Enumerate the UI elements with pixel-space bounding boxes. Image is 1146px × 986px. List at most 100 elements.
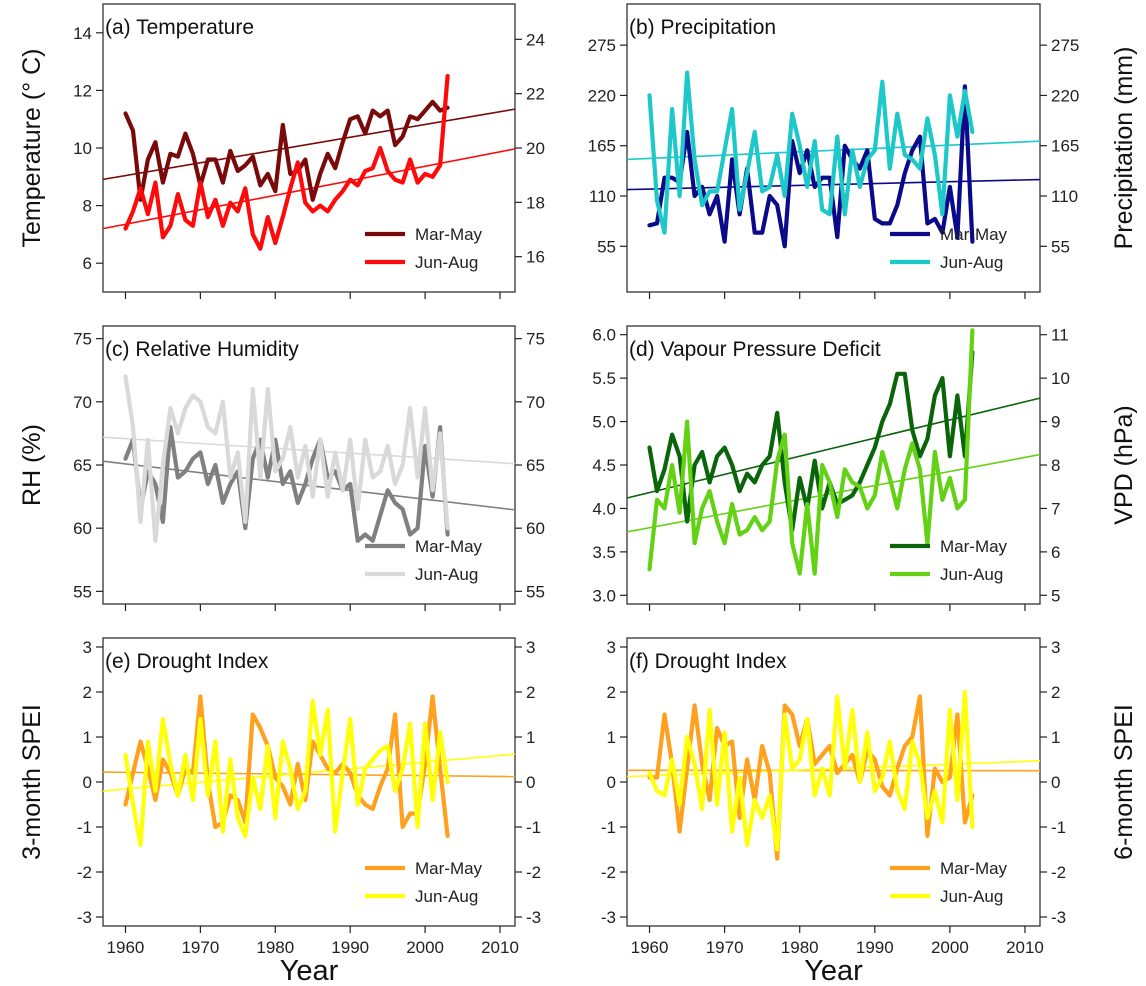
y-right-tick-label: 110 [1051,187,1078,206]
legend-label: Mar-May [415,859,483,878]
y-right-tick-label: -1 [1051,818,1066,837]
y-tick-label: 55 [73,582,92,601]
panel-a: 6 8 10 12 14 16 18 20 22 24 (a) Temperature Mar-May… [18,3,545,299]
y-tick-label: 12 [73,81,92,100]
x-axis-label: Year [804,955,863,986]
panel-title: (b) Precipitation [629,16,776,39]
series-line-jun-aug [123,374,450,543]
panel-c: 55 60 65 70 75 55 60 65 70 75 (c) Relative Humidit… [18,325,545,611]
series-line-jun-aug [123,73,450,251]
y-right-tick-label: 5 [1051,586,1060,605]
y-right-tick-label: -1 [526,818,541,837]
y-right-tick-label: 1 [526,728,535,747]
y-tick-label: 165 [588,137,616,156]
panel-title: (a) Temperature [105,16,254,39]
y-axis-label: RH (%) [18,424,46,506]
y-right-tick-label: 220 [1051,86,1079,105]
y-tick-label: -3 [77,908,92,927]
panel-title: (c) Relative Humidity [105,338,299,361]
x-tick-label: 1980 [781,938,819,957]
y-tick-label: 65 [73,456,92,475]
x-tick-label: 1990 [331,938,369,957]
x-tick-label: 1970 [181,938,219,957]
y-right-tick-label: 18 [526,193,545,212]
y-right-tick-label: 8 [1051,456,1060,475]
y-right-tick-label: 55 [1051,237,1070,256]
y-tick-label: 110 [589,187,616,206]
y-right-tick-label: -2 [526,863,541,882]
series-line-mar-may [123,425,450,543]
y-tick-label: -1 [601,818,616,837]
panel-title: (e) Drought Index [105,650,269,673]
x-tick-label: 1970 [706,938,744,957]
y-tick-label: -2 [601,863,616,882]
y-right-tick-label: 60 [526,519,545,538]
y-tick-label: 1 [83,728,92,747]
y-tick-label: 0 [83,773,92,792]
y-right-tick-label: 55 [526,582,545,601]
x-tick-label: 1990 [856,938,894,957]
y-tick-label: 3.0 [592,586,616,605]
y-tick-label: 220 [588,86,616,105]
y-right-tick-label: 2 [1051,683,1060,702]
y-tick-label: -2 [77,863,92,882]
plot-frame [626,637,1041,927]
y-tick-label: 1 [607,728,616,747]
y-right-tick-label: -3 [526,908,541,927]
legend-label: Jun-Aug [415,887,478,906]
y-right-tick-label: 165 [1051,137,1079,156]
plot-frame [102,3,516,293]
y-right-tick-label: 3 [1051,638,1060,657]
y-right-tick-label: 10 [1051,369,1070,388]
y-tick-label: 2 [607,683,616,702]
y-right-tick-label: -2 [1051,863,1066,882]
legend-label: Jun-Aug [940,565,1003,584]
y-tick-label: 2 [83,683,92,702]
series-line-jun-aug [647,70,975,235]
legend-label: Mar-May [940,537,1008,556]
y-tick-label: 275 [588,36,616,55]
legend-label: Mar-May [415,225,483,244]
y-tick-label: -1 [77,818,92,837]
y-tick-label: 10 [73,139,92,158]
x-tick-label: 1960 [107,938,145,957]
y-tick-label: 5.0 [592,413,616,432]
panel-f: 1960 1970 1980 1990 2000 2010 -3 -2 -1 0 1 2 3 -3 -2 -1… [601,637,1138,986]
legend-label: Jun-Aug [415,565,478,584]
y-right-tick-label: 3 [526,638,535,657]
series-line-mar-may [123,694,450,839]
legend-label: Mar-May [940,859,1008,878]
legend-label: Jun-Aug [940,887,1003,906]
y-tick-label: 70 [73,393,92,412]
legend-label: Jun-Aug [415,253,478,272]
y-tick-label: 60 [73,519,92,538]
legend-label: Jun-Aug [940,253,1003,272]
y-right-tick-label: 22 [526,85,545,104]
y-right-axis-label: Precipitation (mm) [1110,47,1138,250]
y-right-tick-label: -3 [1051,908,1066,927]
y-right-tick-label: 11 [1051,326,1069,345]
y-right-tick-label: 65 [526,456,545,475]
x-axis-label: Year [280,955,339,986]
y-tick-label: 55 [597,237,616,256]
series-line-jun-aug [123,698,450,848]
trend-line-mar-may [626,397,1041,499]
y-right-tick-label: 75 [526,330,545,349]
y-tick-label: -3 [601,908,616,927]
series-line-mar-may [123,99,450,202]
series-line-jun-aug [647,328,975,576]
y-tick-label: 6 [83,254,92,273]
y-right-tick-label: 16 [526,248,545,267]
y-tick-label: 14 [73,24,92,43]
y-tick-label: 6.0 [592,326,616,345]
x-tick-label: 1980 [256,938,294,957]
y-tick-label: 3 [607,638,616,657]
y-tick-label: 75 [73,330,92,349]
series-line-mar-may [647,350,975,533]
y-axis-label: 3-month SPEI [18,704,46,860]
y-right-tick-label: 20 [526,139,545,158]
plot-frame [626,3,1041,293]
y-right-tick-label: 9 [1051,413,1060,432]
x-tick-label: 2010 [481,938,519,957]
